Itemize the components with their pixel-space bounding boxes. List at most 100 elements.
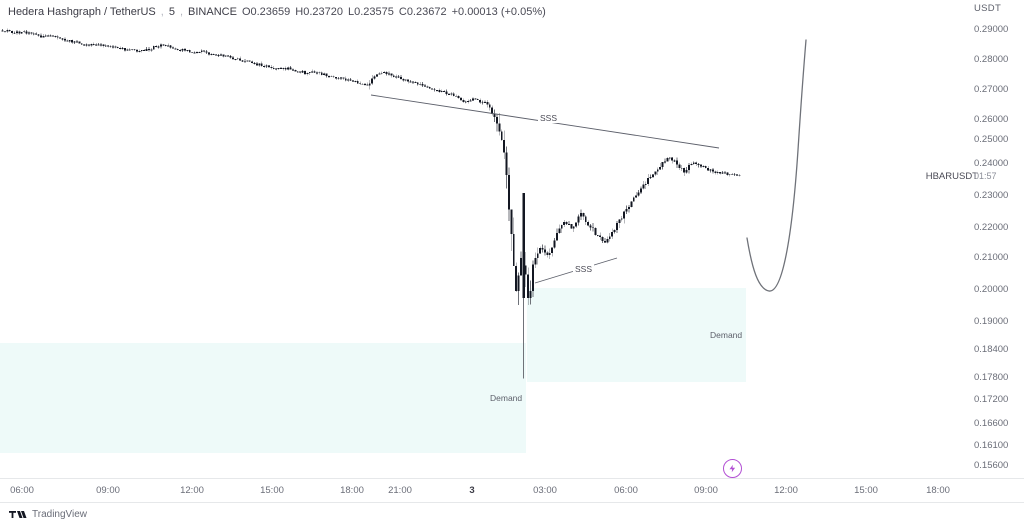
candle-body (651, 174, 654, 177)
price-tick: 0.15600 (974, 460, 1009, 471)
candle-body (337, 78, 340, 80)
candle-body (147, 48, 150, 51)
candle-body (498, 123, 501, 132)
bottom-bar: TradingView (0, 502, 1024, 524)
candle-body (32, 33, 35, 35)
candle-body (330, 76, 333, 78)
price-scale[interactable]: USDT 0.29000 0.28000 0.27000 0.26000 0.25000… (968, 0, 1024, 478)
candle-body (615, 223, 618, 231)
candle-body (637, 192, 640, 196)
candle-body (224, 55, 227, 57)
time-tick: 12:00 (774, 485, 798, 496)
demand-zone-upper[interactable] (527, 288, 746, 382)
candle-body (80, 43, 83, 45)
candle-body (155, 46, 158, 48)
candle-body (714, 171, 717, 174)
candle-body (457, 95, 460, 98)
candle-body (673, 160, 676, 162)
exchange-label[interactable]: BINANCE (188, 6, 237, 18)
candle-body (251, 61, 254, 63)
candle-body (73, 41, 76, 43)
time-tick: 09:00 (694, 485, 718, 496)
candle-body (483, 102, 486, 104)
candle-body (635, 195, 638, 198)
candle-body (30, 32, 33, 34)
candle-body (188, 50, 191, 53)
candle-body (320, 72, 323, 75)
candle-body (735, 174, 738, 176)
candle-body (107, 45, 110, 47)
candle-body (275, 68, 278, 70)
candle-body (447, 94, 450, 95)
candle-body (23, 31, 26, 33)
candle-body (212, 54, 215, 56)
candle-body (435, 89, 438, 91)
candle-body (493, 114, 496, 118)
candle-body (54, 36, 57, 38)
candle-body (445, 91, 448, 95)
candle-body (399, 76, 402, 80)
candle-body (157, 46, 160, 48)
time-tick: 12:00 (180, 485, 204, 496)
time-scale[interactable]: 06:00 09:00 12:00 15:00 18:00 21:00 3 03:00 06:0… (0, 478, 1024, 503)
candle-body (443, 90, 446, 92)
candle-body (495, 117, 498, 124)
candle-body (632, 197, 635, 202)
projection-curve[interactable] (746, 39, 807, 292)
candle-body (515, 265, 518, 291)
candle-body (702, 165, 705, 167)
candle-body (313, 71, 316, 73)
candle-body (627, 207, 630, 210)
demand-zone-upper-label: Demand (710, 330, 743, 340)
candle-body (203, 50, 206, 52)
interval-label[interactable]: 5 (168, 6, 175, 18)
price-change: +0.00013 (+0.05%) (451, 6, 546, 18)
candle-body (351, 80, 354, 82)
candle-body (39, 35, 42, 38)
candle-body (20, 32, 23, 34)
candle-body (395, 76, 398, 78)
chart-legend[interactable]: Hedera Hashgraph / TetherUS , 5 , BINANC… (8, 4, 546, 20)
candle-body (462, 100, 465, 103)
candle-body (234, 58, 237, 60)
candle-body (551, 247, 554, 253)
demand-zone-lower[interactable] (0, 343, 526, 453)
candle-body (215, 54, 218, 56)
candle-body (414, 82, 417, 83)
candle-body (678, 164, 681, 168)
lightning-bolt-icon (729, 464, 736, 473)
chart-plot-area[interactable] (0, 0, 968, 478)
candle-body (589, 225, 592, 228)
candle-body (99, 44, 102, 46)
candle-body (164, 44, 167, 46)
candle-body (519, 257, 522, 276)
candle-body (102, 44, 105, 46)
symbol-name[interactable]: Hedera Hashgraph / TetherUS (8, 6, 156, 18)
price-tick: 0.25000 (974, 134, 1009, 145)
candle-body (241, 60, 244, 62)
candle-body (491, 107, 494, 115)
candle-body (181, 49, 184, 51)
candle-body (476, 98, 479, 100)
candle-body (18, 31, 21, 34)
candle-body (529, 290, 532, 299)
candle-body (35, 33, 38, 35)
candle-body (479, 99, 482, 103)
candle-body (536, 253, 539, 259)
candle-body (368, 83, 371, 86)
candle-body (6, 30, 9, 32)
candle-body (210, 54, 213, 56)
candle-body (510, 209, 513, 235)
candle-body (191, 52, 194, 54)
demand-zones-layer (0, 288, 746, 453)
candle-body (123, 48, 126, 51)
candle-body (500, 131, 503, 141)
candle-body (716, 172, 719, 174)
tradingview-brand[interactable]: TradingView (9, 509, 87, 520)
candle-body (267, 65, 270, 67)
candle-body (409, 81, 412, 83)
candle-body (539, 247, 542, 254)
economic-event-marker[interactable] (723, 459, 742, 478)
candle-body (464, 101, 467, 103)
candle-body (560, 224, 563, 229)
